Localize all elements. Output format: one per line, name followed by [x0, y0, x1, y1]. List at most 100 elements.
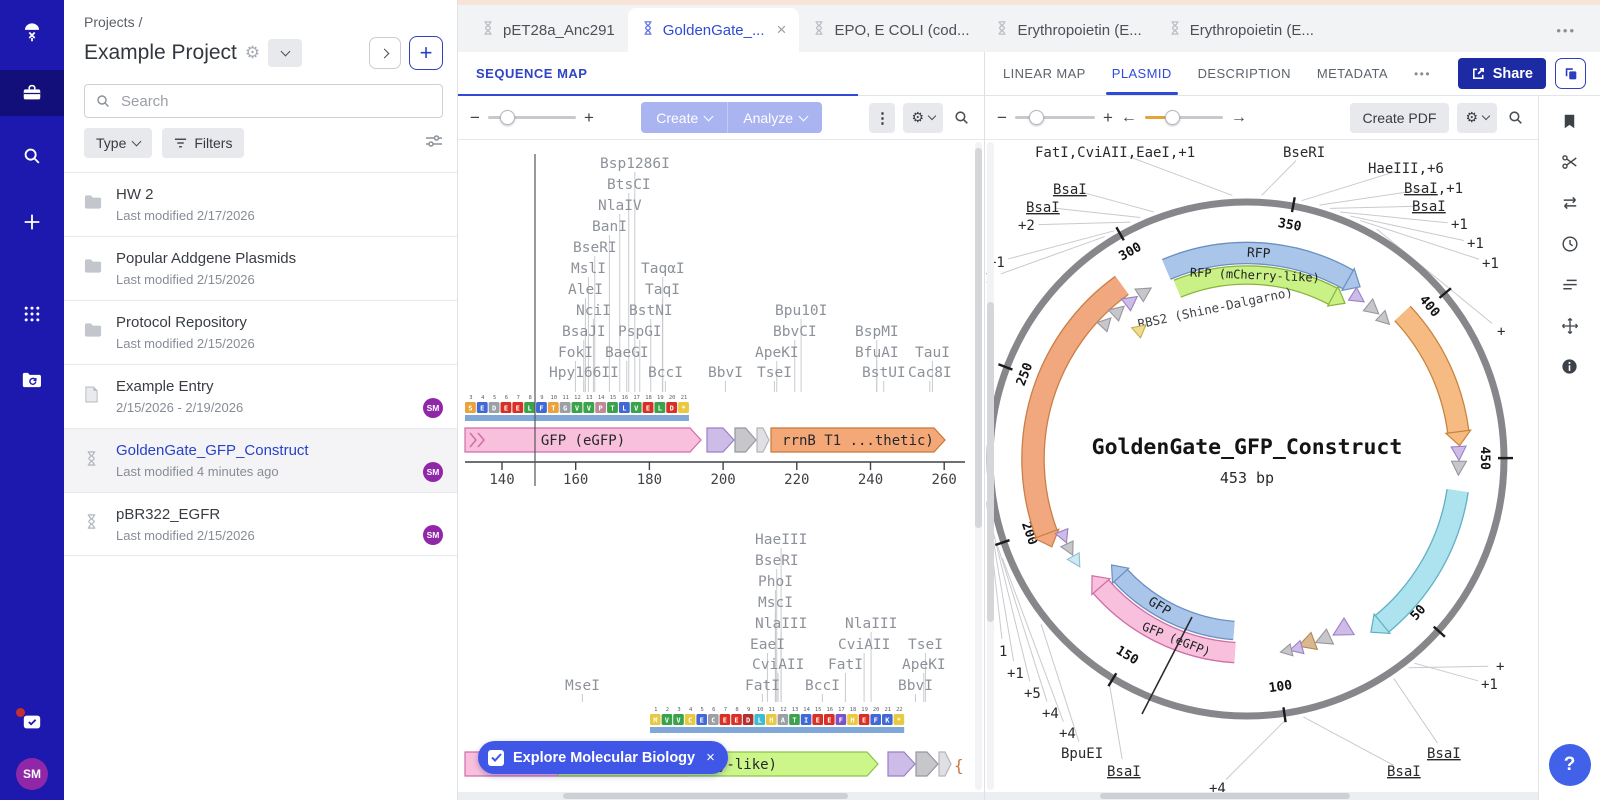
- enzyme-site-label-+[interactable]: +: [1497, 324, 1505, 340]
- enzyme-site-label-+[interactable]: +: [1496, 659, 1504, 675]
- enzyme-site-label-BsaI[interactable]: BsaI: [1412, 199, 1446, 215]
- enzyme-label-TseI[interactable]: TseI: [908, 637, 943, 653]
- settings-gear-button[interactable]: ⚙: [903, 102, 943, 133]
- enzyme-label-CviAII[interactable]: CviAII: [752, 657, 804, 673]
- enzyme-label-BtsCI[interactable]: BtsCI: [607, 177, 651, 193]
- explore-molecular-biology-pill[interactable]: Explore Molecular Biology ×: [478, 741, 728, 774]
- enzyme-site-label-FatICviAIIEaeI+1[interactable]: FatI,CviAII,EaeI,+1: [1035, 145, 1195, 161]
- plasmid-map-canvas[interactable]: 50 100 150 200 250 300 350 400 450 RFP RFP (mCherr…: [985, 140, 1538, 800]
- sidebar-item-create[interactable]: [0, 200, 64, 244]
- enzyme-label-EaeI[interactable]: EaeI: [750, 637, 785, 653]
- small-feature-arrow[interactable]: [1107, 305, 1126, 322]
- enzyme-site-label-BsaI[interactable]: BsaI: [1053, 182, 1087, 198]
- sequence-map-canvas[interactable]: Bsp1286I BtsCI NlaIV BanI BseRI MslI TaqαI AleI…: [458, 140, 984, 800]
- find-button[interactable]: [1505, 107, 1526, 128]
- enzyme-site-label-+1[interactable]: +1: [1007, 666, 1024, 682]
- small-feature-arrow[interactable]: [1450, 460, 1468, 477]
- add-item-button[interactable]: +: [409, 36, 443, 70]
- plasmid-feature-GFP[interactable]: [1114, 569, 1235, 639]
- filters-button[interactable]: Filters: [162, 128, 245, 158]
- zoom-in-button[interactable]: +: [583, 108, 594, 127]
- enzyme-label-NlaIII[interactable]: NlaIII: [755, 616, 807, 632]
- enzyme-label-BstUI[interactable]: BstUI: [862, 365, 906, 381]
- enzyme-site-label-+1[interactable]: +1: [1481, 677, 1498, 693]
- enzyme-label-BanI[interactable]: BanI: [592, 219, 627, 235]
- share-button[interactable]: Share: [1457, 58, 1546, 89]
- list-item-pbr322-egfr[interactable]: pBR322_EGFR Last modified 2/15/2026 SM: [64, 492, 457, 556]
- tab-sequence-map[interactable]: SEQUENCE MAP: [476, 66, 588, 81]
- small-feature-arrow[interactable]: [1096, 317, 1112, 333]
- tab-overflow-menu[interactable]: •••: [1556, 22, 1576, 38]
- project-dropdown-button[interactable]: [268, 39, 303, 67]
- more-options-kebab-button[interactable]: ⋮: [869, 102, 896, 133]
- list-item-protocol-repository[interactable]: Protocol Repository Last modified 2/15/20…: [64, 300, 457, 364]
- enzyme-label-TauI[interactable]: TauI: [915, 345, 950, 361]
- enzyme-label-Bpu10I[interactable]: Bpu10I: [775, 303, 827, 319]
- rotate-right-arrow[interactable]: →: [1230, 108, 1247, 126]
- enzyme-label-MscI[interactable]: MscI: [758, 595, 793, 611]
- zoom-in-button[interactable]: +: [1102, 108, 1113, 127]
- rotate-slider[interactable]: [1144, 109, 1223, 125]
- alignment-lines-icon[interactable]: [1560, 275, 1580, 295]
- enzyme-label-Cac8I[interactable]: Cac8I: [908, 365, 952, 381]
- plasmid-feature-RFP[interactable]: [1162, 243, 1354, 289]
- enzyme-label-BbvI[interactable]: BbvI: [898, 678, 933, 694]
- search-input[interactable]: [119, 91, 432, 111]
- user-avatar[interactable]: SM: [16, 758, 48, 790]
- enzyme-label-NlaIV[interactable]: NlaIV: [598, 198, 642, 214]
- enzyme-site-label-BsaI[interactable]: BsaI: [1387, 764, 1421, 780]
- enzyme-site-label-BseRI[interactable]: BseRI: [1283, 145, 1325, 161]
- zoom-out-button[interactable]: −: [997, 108, 1007, 127]
- small-feature-arrow[interactable]: [1066, 551, 1081, 568]
- plasmid-vertical-scrollbar[interactable]: [987, 142, 994, 790]
- enzyme-label-ApeKI[interactable]: ApeKI: [902, 657, 946, 673]
- small-feature-arrow[interactable]: [1314, 628, 1335, 645]
- tab-epo-e-coli-cod-[interactable]: EPO, E COLI (cod...: [799, 8, 982, 52]
- enzyme-label-TseI[interactable]: TseI: [757, 365, 792, 381]
- small-feature-arrow[interactable]: [1374, 309, 1391, 326]
- small-feature-arrow[interactable]: [1059, 540, 1074, 557]
- small-feature-arrow[interactable]: [1288, 639, 1305, 655]
- enzyme-site-label-BsaI[interactable]: BsaI: [1107, 764, 1141, 780]
- small-feature-arrow[interactable]: [1450, 445, 1468, 462]
- sidebar-item-apps[interactable]: [0, 292, 64, 336]
- enzyme-label-PhoI[interactable]: PhoI: [758, 574, 793, 590]
- seq-vertical-scrollbar[interactable]: [975, 142, 982, 790]
- enzyme-label-TaqαI[interactable]: TaqαI: [641, 261, 685, 277]
- plasmid-feature-RFP (mCherry-like)[interactable]: [1174, 266, 1337, 304]
- tab-goldengate-[interactable]: GoldenGate_... ×: [627, 8, 800, 52]
- enzyme-site-label-HaeIII+6[interactable]: HaeIII,+6: [1368, 161, 1444, 177]
- enzyme-site-label-+4[interactable]: +4: [1042, 706, 1059, 722]
- enzyme-label-BbvCI[interactable]: BbvCI: [773, 324, 817, 340]
- find-in-sequence-button[interactable]: [951, 107, 972, 128]
- info-icon[interactable]: [1560, 357, 1579, 376]
- annotation-feature[interactable]: [887, 751, 916, 777]
- rotate-left-arrow[interactable]: ←: [1120, 108, 1137, 126]
- enzyme-label-PspGI[interactable]: PspGI: [618, 324, 662, 340]
- settings-gear-button[interactable]: ⚙: [1457, 102, 1497, 133]
- bookmark-icon[interactable]: [1560, 112, 1579, 131]
- enzyme-site-label-+2[interactable]: +2: [1018, 218, 1035, 234]
- enzyme-site-label-+1[interactable]: +1: [1451, 217, 1468, 233]
- plasmid-horizontal-scrollbar[interactable]: [985, 792, 1538, 800]
- enzyme-label-ApeKI[interactable]: ApeKI: [755, 345, 799, 361]
- breadcrumb[interactable]: Projects /: [84, 14, 143, 30]
- sidebar-item-search[interactable]: [0, 134, 64, 178]
- enzyme-label-BseRI[interactable]: BseRI: [573, 240, 617, 256]
- seq-horizontal-scrollbar[interactable]: [458, 792, 984, 800]
- enzyme-label-BfuAI[interactable]: BfuAI: [855, 345, 899, 361]
- small-feature-arrow[interactable]: [1279, 643, 1294, 657]
- plasmid-feature-unnamed[interactable]: [1395, 306, 1469, 434]
- enzyme-label-FokI[interactable]: FokI: [558, 345, 593, 361]
- list-item-hw-2[interactable]: HW 2 Last modified 2/17/2026: [64, 172, 457, 236]
- enzyme-site-label-+1[interactable]: +1: [1467, 236, 1484, 252]
- enzyme-label-FatI[interactable]: FatI: [745, 678, 780, 694]
- project-settings-gear-icon[interactable]: ⚙: [244, 43, 261, 62]
- enzyme-label-BaeGI[interactable]: BaeGI: [605, 345, 649, 361]
- enzyme-site-label-+5[interactable]: +5: [1024, 686, 1041, 702]
- enzyme-site-label-BsaI[interactable]: BsaI: [1026, 200, 1060, 216]
- annotation-feature[interactable]: [734, 427, 757, 453]
- enzyme-label-MseI[interactable]: MseI: [565, 678, 600, 694]
- enzyme-label-BbvI[interactable]: BbvI: [708, 365, 743, 381]
- enzyme-site-label-BpuEI[interactable]: BpuEI: [1061, 746, 1103, 762]
